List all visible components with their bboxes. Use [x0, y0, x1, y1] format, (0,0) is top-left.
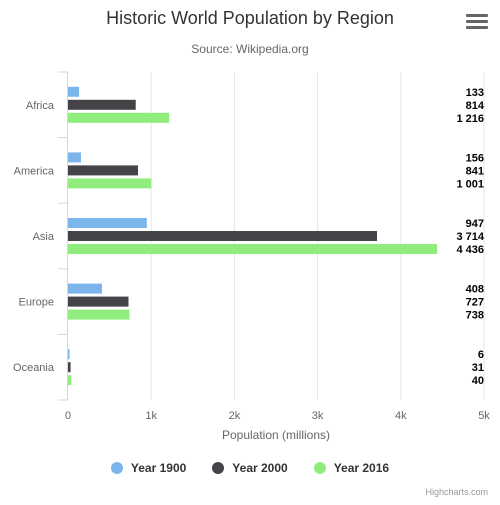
- data-label: 1 001: [456, 178, 484, 190]
- bar[interactable]: [68, 112, 170, 123]
- data-label: 408: [466, 284, 484, 296]
- category-label: Africa: [26, 100, 55, 112]
- bar[interactable]: [68, 231, 378, 241]
- value-tick-label: 5k: [478, 410, 490, 422]
- legend-item[interactable]: Year 2000: [212, 461, 288, 475]
- data-label: 947: [466, 218, 484, 230]
- credits-link[interactable]: Highcharts.com: [425, 487, 488, 497]
- data-label: 133: [466, 87, 484, 99]
- data-label: 1 216: [456, 113, 484, 125]
- value-tick-label: 1k: [145, 410, 157, 422]
- data-label: 31: [472, 362, 484, 374]
- value-tick-label: 0: [65, 410, 71, 422]
- legend-symbol: [212, 462, 225, 474]
- bar[interactable]: [68, 152, 81, 163]
- value-tick-label: 3k: [312, 410, 324, 422]
- bar[interactable]: [68, 86, 80, 97]
- legend-label: Year 1900: [130, 461, 187, 475]
- data-label: 738: [466, 310, 484, 322]
- hamburger-menu-icon[interactable]: [466, 14, 488, 32]
- legend-item[interactable]: Year 2016: [313, 461, 390, 475]
- data-label: 841: [466, 165, 484, 177]
- legend: Year 1900 Year 2000 Year 2016: [0, 461, 500, 475]
- bar[interactable]: [68, 244, 438, 254]
- legend-item[interactable]: Year 1900: [110, 461, 187, 475]
- bar[interactable]: [68, 362, 71, 373]
- legend-symbol: [313, 462, 326, 474]
- bar[interactable]: [68, 99, 136, 110]
- data-label: 814: [466, 100, 485, 112]
- bar[interactable]: [68, 349, 70, 360]
- chart-subtitle: Source: Wikipedia.org: [191, 42, 309, 56]
- bar[interactable]: [68, 165, 138, 176]
- data-label: 40: [472, 375, 484, 387]
- legend-label: Year 2000: [232, 461, 288, 475]
- bar[interactable]: [68, 178, 152, 189]
- legend-symbol: [110, 462, 123, 474]
- data-label: 156: [466, 152, 484, 164]
- legend-label: Year 2016: [333, 461, 390, 475]
- bar[interactable]: [68, 309, 130, 320]
- bar[interactable]: [68, 283, 102, 294]
- chart-title: Historic World Population by Region: [106, 8, 394, 28]
- chart-plot: Africa America Asia Europe Oceania 0 1k 2k 3k 4k 5…: [13, 71, 490, 442]
- value-axis-title: Population (millions): [222, 428, 330, 442]
- bar[interactable]: [68, 296, 129, 307]
- value-tick-label: 2k: [229, 410, 241, 422]
- bar[interactable]: [68, 375, 72, 386]
- category-label: Oceania: [13, 362, 55, 374]
- data-label: 727: [466, 297, 484, 309]
- category-label: America: [14, 165, 55, 177]
- category-label: Europe: [19, 297, 54, 309]
- value-tick-label: 4k: [395, 410, 407, 422]
- data-label: 6: [478, 349, 484, 361]
- data-label: 4 436: [456, 244, 484, 256]
- bar[interactable]: [68, 218, 147, 228]
- category-label: Asia: [33, 231, 55, 243]
- data-label: 3 714: [456, 231, 484, 243]
